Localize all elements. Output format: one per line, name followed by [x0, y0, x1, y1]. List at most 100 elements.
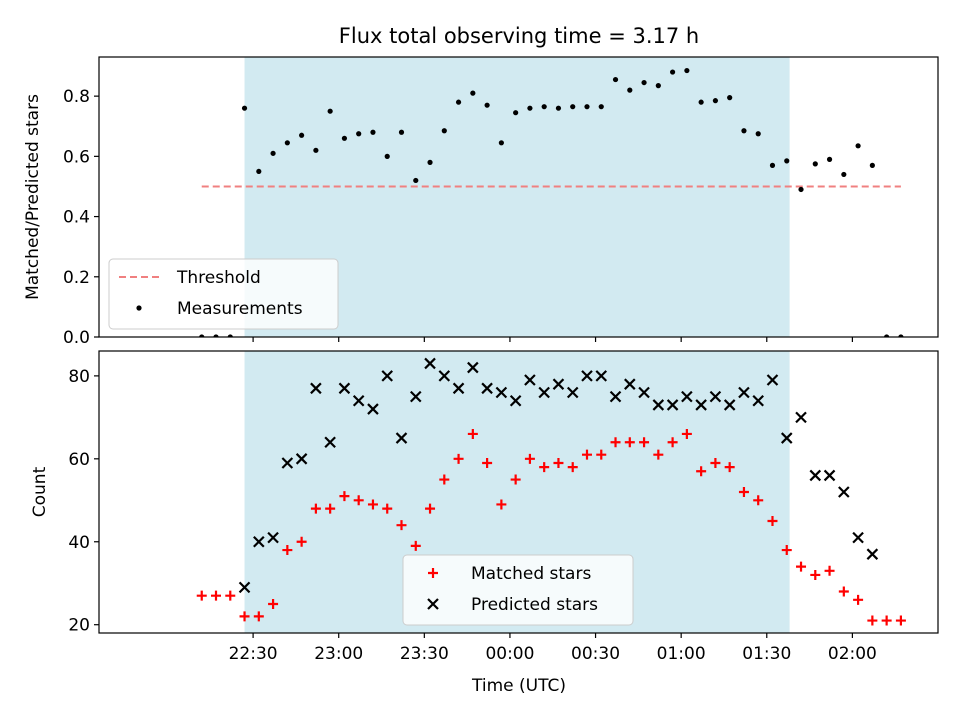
matched-star-point	[796, 561, 807, 572]
predicted-star-point	[852, 531, 864, 544]
matched-star-point	[453, 453, 464, 464]
matched-star-point	[724, 462, 735, 473]
matched-star-point	[781, 545, 792, 556]
measurement-point	[898, 334, 904, 337]
matched-star-point	[196, 590, 207, 601]
matched-star-point	[296, 536, 307, 547]
chart-title: Flux total observing time = 3.17 h	[339, 24, 699, 48]
matched-star-point	[253, 611, 264, 622]
predicted-star-point	[324, 436, 336, 449]
matched-star-point	[610, 437, 621, 448]
predicted-star-point	[338, 382, 351, 395]
measurement-point	[498, 140, 504, 146]
matched-star-point	[282, 545, 293, 556]
matched-star-point	[239, 611, 250, 622]
measurement-point	[213, 334, 219, 337]
matched-star-point	[667, 437, 678, 448]
measurement-point	[584, 104, 590, 110]
predicted-star-point	[267, 531, 279, 544]
measurement-point	[627, 87, 633, 93]
measurement-point	[884, 334, 890, 337]
measurement-point	[284, 140, 290, 146]
measurement-point	[755, 131, 761, 137]
matched-star-point	[553, 457, 564, 468]
measurement-point	[826, 156, 833, 162]
measurement-point	[869, 162, 875, 168]
legend-predicted-swatch	[427, 598, 439, 610]
matched-star-point	[339, 491, 350, 502]
matched-star-point	[710, 457, 721, 468]
measurement-point	[299, 132, 305, 138]
matched-star-point	[268, 598, 279, 609]
matched-star-point	[853, 594, 864, 605]
matched-star-point	[396, 520, 407, 531]
predicted-star-point	[253, 535, 265, 548]
measurement-point	[655, 83, 661, 89]
matched-star-point	[225, 590, 236, 601]
predicted-star-point	[495, 386, 508, 399]
top-y-tick-label: 0.0	[63, 328, 90, 348]
predicted-star-point	[524, 374, 536, 386]
legend-matched-swatch	[428, 568, 438, 578]
predicted-star-point	[367, 403, 379, 415]
predicted-star-point	[780, 432, 793, 444]
predicted-star-point	[352, 394, 365, 407]
predicted-star-point	[866, 548, 879, 560]
top-legend-box	[108, 258, 339, 330]
top-legend: Threshold Measurements	[108, 258, 339, 330]
bottom-y-tick-label: 60	[68, 450, 90, 470]
measurement-point	[413, 177, 419, 184]
matched-star-point	[881, 615, 892, 626]
measurement-point	[370, 129, 376, 135]
bottom-y-tick-label: 40	[68, 533, 90, 553]
measurement-point	[327, 108, 333, 114]
bottom-axes-frame	[98, 350, 939, 634]
predicted-star-point	[823, 469, 836, 482]
measurement-point	[398, 129, 405, 135]
bottom-legend-box	[402, 554, 634, 626]
matched-star-point	[482, 457, 493, 468]
predicted-star-point	[695, 399, 707, 411]
x-tick-label: 01:00	[657, 644, 706, 664]
top-y-tick-label: 0.8	[63, 87, 90, 107]
legend-label: Measurements	[177, 299, 303, 319]
x-tick-label: 00:00	[485, 644, 534, 664]
measurement-point	[227, 334, 233, 337]
matched-star-point	[425, 503, 436, 514]
measurement-point	[769, 162, 776, 168]
matched-star-point	[596, 449, 607, 460]
matched-star-point	[895, 615, 906, 626]
measurement-point	[570, 104, 576, 110]
measurement-point	[484, 102, 490, 108]
predicted-star-point	[709, 390, 722, 403]
matched-star-point	[382, 503, 393, 514]
measurement-point	[612, 76, 619, 83]
matched-star-point	[581, 449, 592, 460]
measurement-point	[598, 104, 604, 110]
measurement-point	[684, 67, 690, 74]
bottom-series-x	[238, 357, 879, 594]
x-tick-label: 02:00	[828, 644, 877, 664]
measurement-point	[841, 171, 847, 178]
top-y-axis-label: Matched/Predicted stars	[23, 94, 43, 300]
predicted-star-point	[795, 411, 807, 424]
matched-star-point	[410, 540, 421, 551]
measurement-point	[798, 186, 804, 193]
top-axes-frame	[98, 56, 939, 338]
bottom-series-plus	[196, 428, 906, 626]
predicted-star-point	[638, 386, 650, 399]
predicted-star-point	[652, 399, 665, 411]
matched-star-point	[524, 453, 535, 464]
predicted-star-point	[481, 382, 493, 395]
matched-star-point	[496, 499, 507, 510]
predicted-star-point	[295, 453, 308, 465]
predicted-star-point	[809, 469, 822, 482]
predicted-star-point	[409, 390, 422, 403]
matched-star-point	[439, 474, 450, 485]
predicted-star-point	[838, 486, 850, 498]
measurement-point	[641, 79, 647, 86]
predicted-star-point	[395, 432, 408, 444]
measurement-point	[441, 128, 447, 134]
bottom-y-tick-label: 80	[68, 367, 90, 387]
predicted-star-point	[381, 370, 394, 382]
